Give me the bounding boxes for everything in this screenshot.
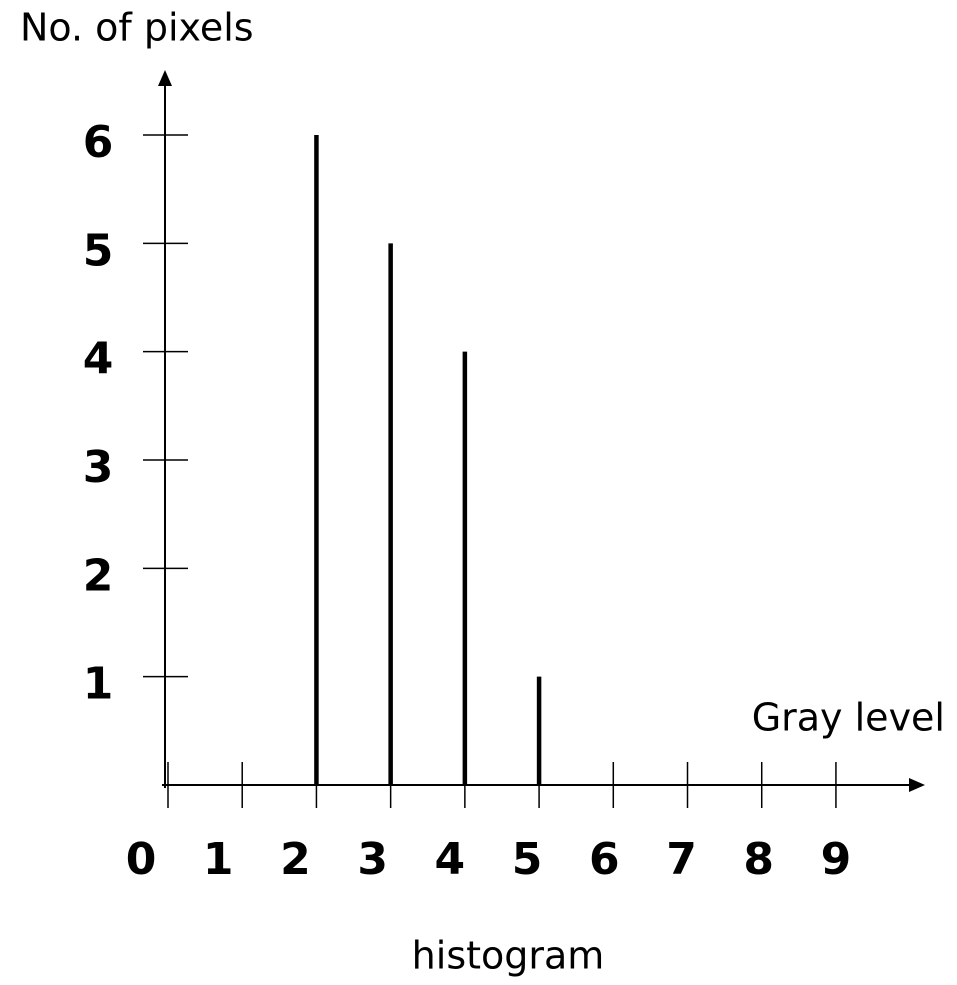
x-tick-label: 8 [743, 834, 774, 885]
y-tick-label: 4 [83, 334, 114, 385]
chart-title: histogram [412, 934, 605, 978]
x-tick-label: 4 [435, 834, 466, 885]
x-tick-label: 3 [357, 834, 388, 885]
y-tick-label: 1 [83, 659, 114, 710]
y-tick-label: 2 [83, 550, 114, 601]
y-tick-label: 5 [83, 225, 114, 276]
x-tick-label: 7 [666, 834, 697, 885]
y-tick-label: 3 [83, 442, 114, 493]
x-tick-label: 6 [589, 834, 620, 885]
x-tick-label: 2 [280, 834, 311, 885]
x-tick-label: 0 [126, 834, 157, 885]
y-tick-label: 6 [83, 117, 114, 168]
x-tick-label: 9 [821, 834, 852, 885]
x-tick-label: 1 [203, 834, 234, 885]
y-axis-arrow [158, 70, 172, 86]
x-tick-label: 5 [512, 834, 543, 885]
y-axis-label: No. of pixels [20, 6, 254, 50]
x-axis-label: Gray level [752, 696, 945, 740]
x-axis-arrow [909, 778, 925, 792]
